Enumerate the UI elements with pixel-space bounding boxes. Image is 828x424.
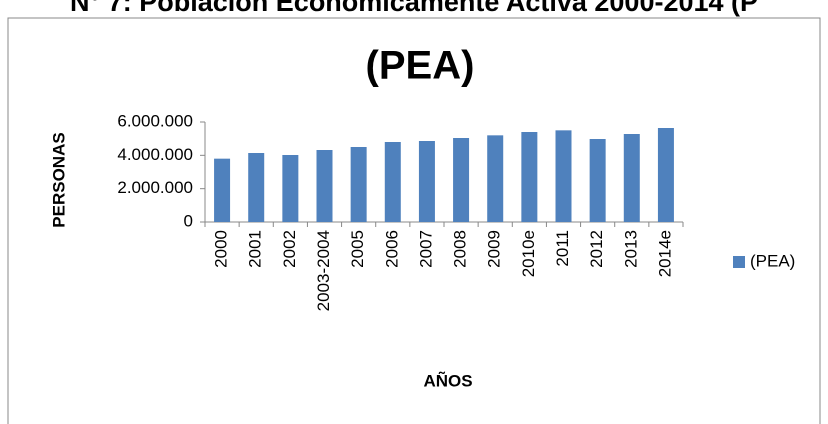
x-axis-label: AÑOS <box>423 370 472 390</box>
bar <box>282 155 299 222</box>
x-tick-label: 2007 <box>416 230 435 268</box>
y-axis-label: PERSONAS <box>49 132 68 227</box>
bar <box>350 147 367 222</box>
bar <box>521 132 538 222</box>
x-tick-label: 2000 <box>212 230 231 268</box>
bar <box>384 142 401 222</box>
bar <box>589 139 606 222</box>
bar <box>657 128 674 222</box>
x-tick-label: 2003-2004 <box>314 230 333 311</box>
x-tick-label: 2001 <box>246 230 265 268</box>
bar <box>623 134 640 222</box>
y-tick-label: 6.000.000 <box>117 111 193 130</box>
x-tick-label: 2005 <box>348 230 367 268</box>
x-tick-label: 2009 <box>485 230 504 268</box>
bar <box>418 141 435 222</box>
x-tick-label: 2008 <box>451 230 470 268</box>
bar <box>555 130 572 222</box>
x-tick-label: 2006 <box>382 230 401 268</box>
x-tick-label: 2002 <box>280 230 299 268</box>
bar <box>453 138 470 222</box>
bar <box>316 150 333 222</box>
bar <box>248 153 265 222</box>
legend-swatch <box>733 256 745 268</box>
x-tick-label: 2011 <box>553 230 572 267</box>
y-tick-label: 0 <box>184 211 193 230</box>
bar <box>214 158 231 222</box>
y-tick-label: 4.000.000 <box>117 145 193 164</box>
legend-label: (PEA) <box>750 251 795 270</box>
heading: N° 7: Población Económicamente Activa 20… <box>70 0 758 17</box>
chart-frame <box>7 17 821 424</box>
x-tick-label: 2013 <box>621 230 640 268</box>
chart-title: (PEA) <box>366 44 475 88</box>
x-tick-label: 2012 <box>587 230 606 268</box>
y-tick-label: 2.000.000 <box>117 178 193 197</box>
bar <box>487 135 504 222</box>
x-tick-label: 2010e <box>519 230 538 277</box>
x-tick-label: 2014e <box>655 230 674 277</box>
